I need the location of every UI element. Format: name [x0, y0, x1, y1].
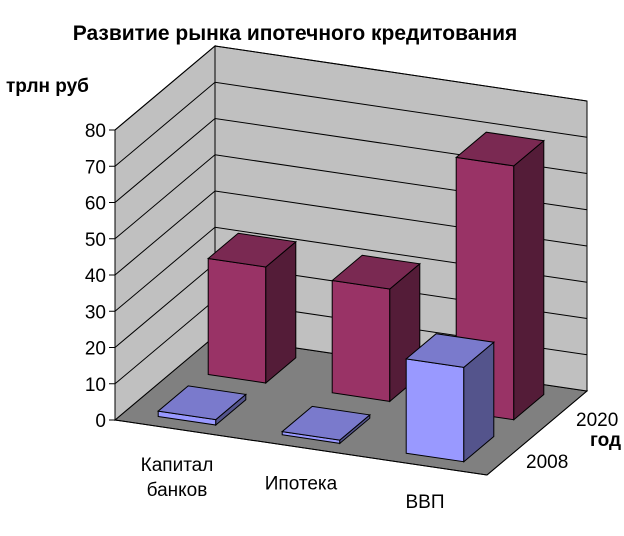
gridline — [114, 81, 588, 167]
y-tick-label: 20 — [85, 339, 106, 360]
bar-top-face — [207, 232, 297, 268]
category-label: Ипотека — [265, 474, 338, 495]
bar-top-face — [405, 333, 495, 368]
z-axis-label: год — [590, 430, 621, 451]
category-label: Капитал банков — [141, 455, 214, 501]
y-tick-label: 70 — [85, 157, 106, 178]
series-label: 2020 — [576, 410, 618, 431]
bar — [405, 333, 495, 463]
gridline — [114, 45, 588, 131]
bar — [281, 405, 371, 445]
y-tick-label: 10 — [85, 375, 106, 396]
y-tick-label: 50 — [85, 230, 106, 251]
bar-top-face — [455, 131, 545, 167]
bar-top-face — [331, 254, 421, 290]
y-tick-label: 0 — [95, 411, 106, 432]
category-label: ВВП — [405, 492, 444, 513]
y-axis: 0 10 20 30 40 50 60 70 80 — [85, 121, 115, 432]
bar-front-face — [331, 279, 391, 402]
z-axis: 2008 2020 — [526, 410, 618, 473]
series-label: 2008 — [526, 452, 568, 473]
x-axis-line — [114, 419, 488, 476]
y-tick-label: 30 — [85, 302, 106, 323]
bar — [157, 385, 247, 427]
z-axis-line — [486, 390, 588, 476]
bar-front-face — [207, 257, 267, 384]
y-tick-label: 60 — [85, 194, 106, 215]
bar-top-face — [157, 385, 247, 421]
y-axis-unit: трлн руб — [6, 76, 89, 97]
bars — [157, 131, 545, 463]
y-tick-label: 80 — [85, 121, 106, 142]
bar-top-face — [281, 405, 371, 441]
bar — [207, 232, 297, 385]
bar-side-face — [513, 139, 545, 421]
bar-front-face — [405, 358, 465, 463]
y-tick-label: 40 — [85, 266, 106, 287]
x-axis: Капитал банков Ипотека ВВП — [141, 455, 445, 513]
chart-title: Развитие рынка ипотечного кредитования — [73, 22, 518, 45]
